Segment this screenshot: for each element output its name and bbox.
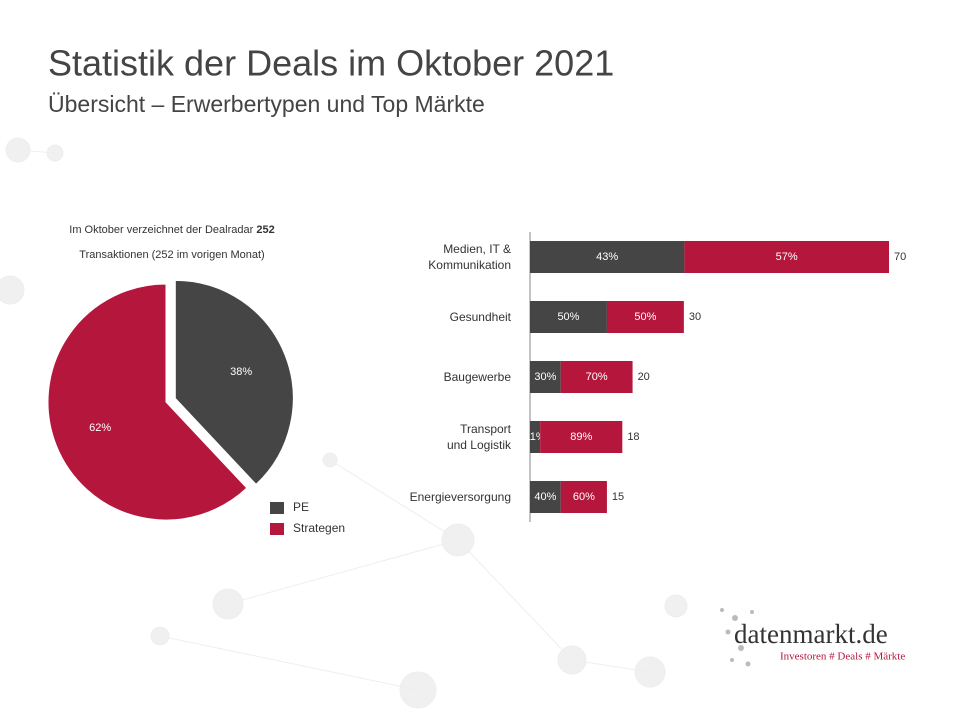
pie-label: 38%: [230, 366, 252, 378]
logo-tagline: Investoren # Deals # Märkte: [780, 651, 905, 663]
total-label: 30: [689, 311, 701, 323]
total-label: 20: [638, 371, 650, 383]
bar-segment: [560, 361, 633, 393]
category-label: Transport und Logistik: [446, 422, 511, 452]
total-label: 15: [612, 491, 624, 503]
category-label: Gesundheit: [449, 310, 511, 324]
bar-segment: [530, 361, 561, 393]
legend-label: PE: [293, 500, 309, 514]
bar-segment: [606, 301, 684, 333]
bar-label: 43%: [596, 251, 618, 263]
bar-label: 70%: [586, 371, 608, 383]
pie-label: 62%: [89, 422, 111, 434]
subtitle: Übersicht – Erwerbertypen und Top Märkte: [48, 91, 485, 117]
bar-label: 40%: [534, 491, 556, 503]
bar-segment: [560, 481, 607, 513]
bar-label: 50%: [634, 311, 656, 323]
bar-segment: [530, 481, 561, 513]
bar-label: 30%: [534, 371, 556, 383]
bar-segment: [530, 241, 685, 273]
category-label: Medien, IT & Kommunikation: [428, 242, 511, 272]
background-network: [0, 137, 688, 709]
pie-note: Im Oktober verzeichnet der Dealradar 252: [69, 224, 274, 236]
category-label: Baugewerbe: [443, 370, 511, 384]
legend-swatch: [270, 502, 284, 514]
total-label: 18: [627, 431, 639, 443]
pie-slice: [174, 279, 294, 486]
bar-segment: [530, 421, 541, 453]
logo: [720, 608, 754, 667]
bar-label: 60%: [573, 491, 595, 503]
bar-segment: [540, 421, 623, 453]
title: Statistik der Deals im Oktober 2021: [48, 43, 614, 84]
logo-name: datenmarkt.de: [734, 619, 888, 649]
bar-segment: [684, 241, 889, 273]
bar-label: 57%: [776, 251, 798, 263]
bar-segment: [530, 301, 607, 333]
note-text: Im Oktober verzeichnet der Dealradar: [69, 224, 253, 236]
bar-label: 89%: [570, 431, 592, 443]
pie-slice: [47, 283, 248, 521]
pie-note: Transaktionen (252 im vorigen Monat): [79, 249, 264, 261]
note-bold: 252: [256, 224, 274, 236]
legend-label: Strategen: [293, 521, 345, 535]
legend-swatch: [270, 523, 284, 535]
category-label: Energieversorgung: [409, 490, 511, 504]
total-label: 70: [894, 251, 906, 263]
bar-label: 50%: [557, 311, 579, 323]
